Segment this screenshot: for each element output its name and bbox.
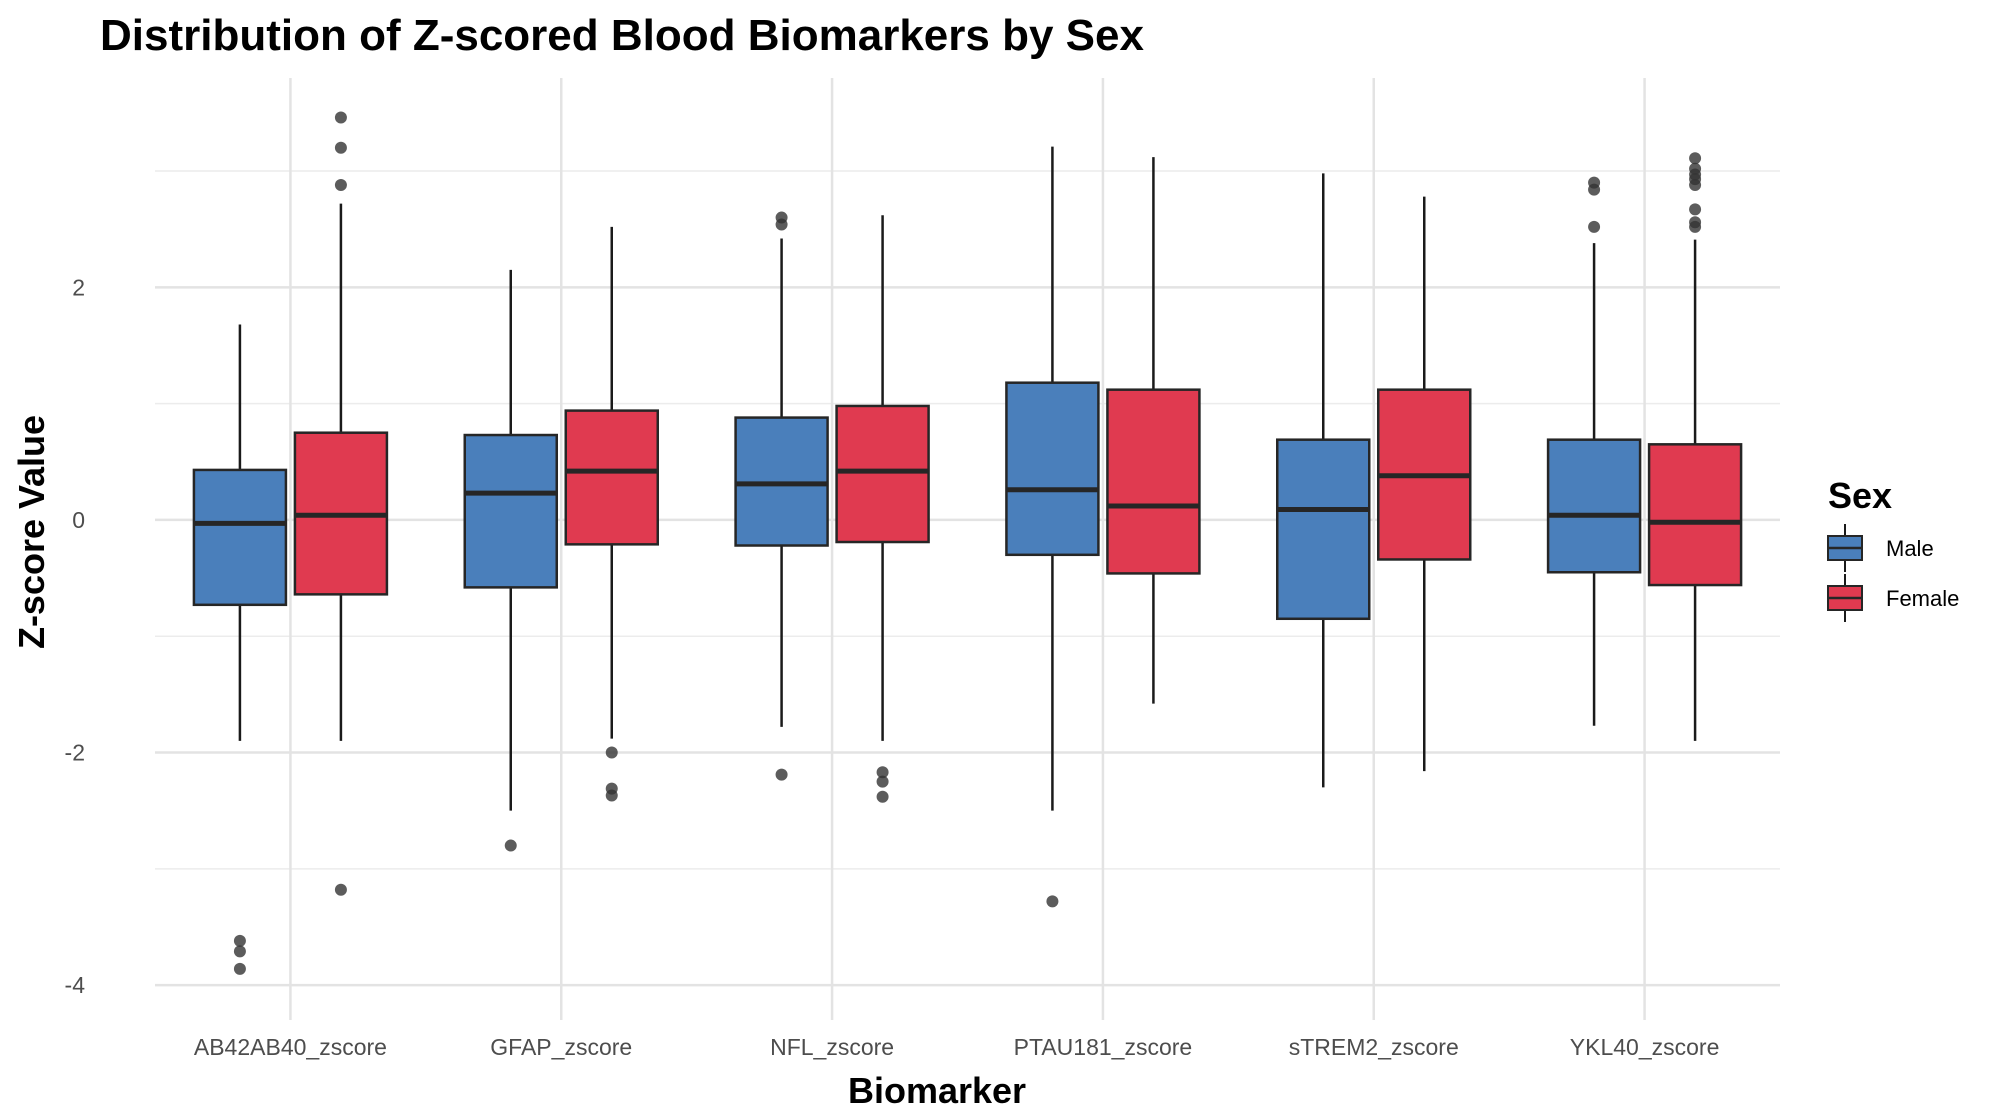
outlier-point <box>876 766 889 779</box>
outlier-point <box>334 111 347 124</box>
x-tick-label: PTAU181_zscore <box>1014 1034 1193 1060</box>
box-male-sTREM2_zscore <box>1276 173 1371 788</box>
y-axis-ticks: -4 -2 0 2 <box>65 274 86 998</box>
outlier-point <box>504 839 517 852</box>
y-tick-label: -2 <box>65 740 85 766</box>
outlier-point <box>1046 895 1059 908</box>
legend-title: Sex <box>1828 475 1892 516</box>
legend-item-male: Male <box>1827 524 1934 572</box>
box-iqr <box>463 433 558 589</box>
x-tick-label: AB42AB40_zscore <box>194 1034 387 1060</box>
y-tick-label: 2 <box>72 274 85 300</box>
box-male-GFAP_zscore <box>463 269 558 852</box>
chart-title: Distribution of Z-scored Blood Biomarker… <box>100 11 1144 60</box>
outlier-point <box>1588 176 1601 189</box>
box-iqr <box>1005 381 1100 557</box>
box-female-sTREM2_zscore <box>1377 196 1472 772</box>
outlier-point <box>233 962 246 975</box>
x-tick-label: GFAP_zscore <box>490 1034 632 1060</box>
outlier-point <box>1689 162 1702 175</box>
box-female-GFAP_zscore <box>564 226 659 802</box>
box-female-PTAU181_zscore <box>1106 157 1201 704</box>
outlier-point <box>334 178 347 191</box>
box-iqr <box>192 468 288 607</box>
outlier-point <box>334 141 347 154</box>
box-male-NFL_zscore <box>734 211 829 781</box>
box-iqr <box>1647 443 1743 587</box>
box-iqr <box>1276 438 1371 621</box>
x-tick-label: YKL40_zscore <box>1570 1034 1720 1060</box>
outlier-point <box>1689 152 1702 165</box>
outlier-point <box>775 768 788 781</box>
box-female-AB42AB40_zscore <box>293 111 389 896</box>
grid-lines <box>155 78 1780 1020</box>
box-male-AB42AB40_zscore <box>192 324 288 975</box>
legend: Sex Male Female <box>1827 475 1959 622</box>
y-tick-label: 0 <box>72 507 85 533</box>
outlier-point <box>1689 203 1702 216</box>
outlier-point <box>233 934 246 947</box>
outlier-point <box>233 945 246 958</box>
outlier-point <box>876 775 889 788</box>
x-axis-ticks: AB42AB40_zscore GFAP_zscore NFL_zscore PTAU… <box>194 1034 1720 1060</box>
box-iqr <box>564 409 659 546</box>
outlier-point <box>876 790 889 803</box>
outlier-point <box>1689 216 1702 229</box>
box-female-NFL_zscore <box>835 215 930 803</box>
outlier-point <box>605 746 618 759</box>
box-male-YKL40_zscore <box>1546 176 1642 726</box>
y-tick-label: -4 <box>65 972 86 998</box>
legend-item-female: Female <box>1827 574 1959 622</box>
x-tick-label: NFL_zscore <box>770 1034 894 1060</box>
y-axis-title: Z-score Value <box>11 415 52 649</box>
box-iqr <box>1106 388 1201 575</box>
box-iqr <box>1546 438 1642 574</box>
legend-label: Male <box>1886 536 1934 561</box>
box-male-PTAU181_zscore <box>1005 146 1100 908</box>
outlier-point <box>1588 220 1601 233</box>
legend-label: Female <box>1886 586 1959 611</box>
outlier-point <box>775 211 788 224</box>
box-iqr <box>835 404 930 544</box>
box-female-YKL40_zscore <box>1647 152 1743 741</box>
x-tick-label: sTREM2_zscore <box>1289 1034 1459 1060</box>
x-axis-title: Biomarker <box>848 1070 1026 1111</box>
outlier-point <box>605 789 618 802</box>
outlier-point <box>334 883 347 896</box>
box-series <box>192 111 1743 975</box>
